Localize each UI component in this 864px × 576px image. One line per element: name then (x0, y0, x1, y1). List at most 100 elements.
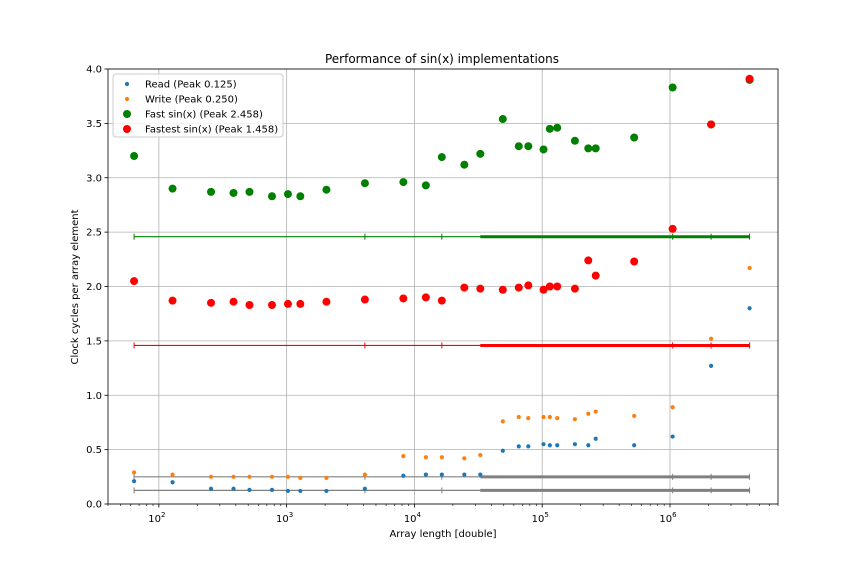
data-point-s0 (401, 473, 406, 478)
y-tick-label: 0.5 (86, 445, 102, 456)
data-point-s3 (437, 296, 446, 305)
data-point-s3 (322, 297, 331, 306)
data-point-s1 (362, 472, 367, 477)
legend-label: Fast sin(x) (Peak 2.458) (145, 110, 263, 121)
data-point-s3 (591, 271, 600, 280)
data-point-s1 (670, 405, 675, 410)
data-point-s0 (208, 486, 214, 491)
legend: Read (Peak 0.125) Write (Peak 0.250) Fast … (112, 73, 284, 138)
data-point-s3 (229, 297, 238, 306)
data-point-s1 (269, 474, 275, 479)
data-point-s3 (630, 257, 639, 266)
x-axis-ticks: 102 103 104 105 106 (107, 504, 779, 525)
data-point-s2 (296, 192, 305, 201)
data-point-s1 (500, 419, 505, 424)
data-point-s3 (514, 283, 523, 292)
data-point-s2 (322, 185, 331, 194)
data-point-s0 (547, 443, 552, 448)
data-point-s0 (247, 487, 252, 492)
legend-box (112, 73, 284, 138)
data-point-s2 (399, 178, 408, 187)
legend-marker (124, 96, 130, 102)
data-point-s0 (324, 488, 329, 494)
data-point-s0 (555, 443, 560, 448)
data-point-s0 (170, 480, 175, 485)
data-point-s0 (586, 443, 591, 448)
data-point-s3 (296, 299, 305, 308)
data-point-s0 (131, 479, 137, 484)
y-tick-label: 1.5 (86, 336, 102, 347)
data-point-s0 (632, 443, 637, 448)
data-point-s3 (745, 74, 754, 83)
data-point-s2 (421, 181, 430, 190)
data-point-s2 (460, 160, 469, 169)
data-point-s1 (516, 414, 521, 420)
data-point-s1 (593, 409, 598, 414)
data-point-s2 (514, 142, 523, 151)
data-point-s0 (439, 472, 444, 477)
data-point-s0 (500, 448, 505, 453)
data-point-s3 (283, 299, 292, 308)
data-point-s0 (362, 486, 367, 491)
data-point-s1 (478, 452, 483, 458)
data-point-s0 (572, 442, 578, 447)
data-point-s1 (401, 454, 406, 459)
data-point-s3 (360, 295, 369, 304)
y-tick-label: 2.0 (86, 282, 102, 293)
data-point-s3 (545, 282, 554, 291)
data-point-s0 (593, 436, 598, 441)
data-point-s1 (586, 411, 591, 416)
data-point-s0 (423, 472, 428, 477)
x-tick-label: 103 (276, 511, 293, 525)
y-tick-label: 3.0 (86, 173, 102, 184)
data-point-s3 (476, 284, 485, 293)
data-point-s1 (298, 475, 303, 480)
data-point-s3 (130, 277, 139, 286)
data-point-s3 (168, 296, 177, 305)
data-point-s1 (462, 456, 467, 461)
data-point-s2 (168, 184, 177, 193)
y-tick-label: 1.0 (86, 391, 102, 402)
data-point-s1 (324, 475, 329, 480)
data-point-s1 (541, 414, 546, 420)
data-point-s1 (709, 336, 714, 341)
data-point-s2 (591, 144, 600, 153)
data-point-s2 (570, 136, 579, 145)
data-point-s3 (553, 282, 562, 291)
data-point-s0 (670, 434, 675, 439)
data-point-s0 (269, 487, 275, 492)
y-tick-label: 4.0 (86, 65, 102, 76)
data-point-s3 (498, 285, 507, 294)
data-point-s1 (439, 455, 444, 460)
data-point-s3 (207, 298, 216, 307)
data-point-s2 (267, 192, 276, 201)
data-point-s3 (570, 284, 579, 293)
x-axis-label: Array length [double] (389, 529, 496, 540)
data-point-s0 (285, 488, 291, 494)
y-tick-label: 2.5 (86, 228, 102, 239)
data-point-s1 (572, 417, 578, 422)
data-point-s2 (130, 152, 139, 160)
data-point-s1 (247, 474, 252, 479)
data-point-s2 (584, 144, 593, 153)
data-point-s3 (524, 281, 533, 290)
data-point-s2 (545, 124, 554, 133)
legend-marker (124, 81, 130, 87)
data-point-s2 (668, 83, 677, 92)
data-point-s1 (208, 474, 214, 479)
legend-marker (123, 110, 131, 118)
data-point-s1 (423, 455, 428, 460)
data-point-s2 (476, 149, 485, 158)
data-point-s3 (539, 285, 548, 294)
legend-marker (123, 125, 131, 133)
data-point-s1 (547, 414, 552, 420)
y-tick-label: 0.0 (86, 500, 102, 511)
data-point-s0 (709, 363, 714, 368)
data-point-s1 (131, 470, 137, 475)
data-point-s3 (399, 294, 408, 303)
x-tick-label: 105 (532, 511, 549, 525)
data-point-s2 (245, 187, 254, 196)
legend-label: Read (Peak 0.125) (145, 80, 237, 91)
data-point-s1 (285, 474, 291, 479)
